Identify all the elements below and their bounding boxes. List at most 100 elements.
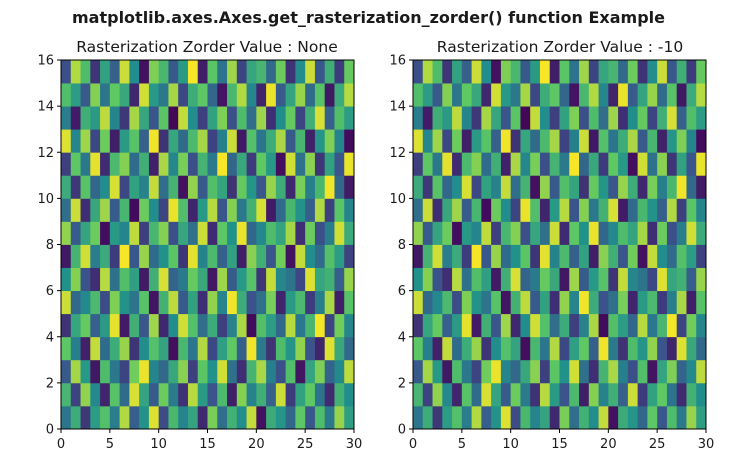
heatmap-cell bbox=[70, 60, 81, 84]
heatmap-cell bbox=[139, 244, 150, 268]
heatmap-cell bbox=[539, 290, 551, 315]
heatmap-cell bbox=[197, 336, 208, 361]
heatmap-cell bbox=[187, 336, 199, 361]
heatmap-cell bbox=[344, 198, 355, 222]
heatmap-cell bbox=[207, 290, 218, 315]
heatmap-cell bbox=[100, 175, 111, 199]
y-tick-label: 8 bbox=[398, 238, 406, 253]
heatmap-cell bbox=[413, 336, 424, 361]
heatmap-cell bbox=[500, 83, 512, 107]
heatmap-cell bbox=[187, 152, 199, 176]
heatmap-cell bbox=[178, 175, 189, 199]
heatmap-cell bbox=[422, 359, 433, 384]
heatmap-cell bbox=[637, 313, 648, 338]
heatmap-cell bbox=[432, 336, 443, 361]
heatmap-cell bbox=[344, 244, 355, 268]
heatmap-cell bbox=[70, 405, 81, 430]
heatmap-cell bbox=[314, 106, 326, 130]
heatmap-cell bbox=[413, 405, 424, 430]
heatmap-cell bbox=[471, 382, 482, 407]
heatmap-cell bbox=[696, 152, 707, 176]
heatmap-cell bbox=[696, 221, 707, 245]
heatmap-cell bbox=[344, 221, 355, 245]
heatmap-cell bbox=[178, 336, 189, 361]
heatmap-cell bbox=[314, 175, 326, 199]
heatmap-cell bbox=[275, 129, 287, 153]
heatmap-cell bbox=[481, 359, 492, 384]
heatmap-cell bbox=[80, 382, 91, 407]
heatmap-cell bbox=[90, 382, 101, 407]
heatmap-cell bbox=[275, 290, 287, 315]
heatmap-cell bbox=[197, 221, 208, 245]
heatmap-cell bbox=[471, 267, 482, 292]
heatmap-cell bbox=[334, 152, 345, 176]
heatmap-cell bbox=[530, 405, 541, 430]
heatmap-cell bbox=[236, 129, 247, 153]
y-tick-label: 12 bbox=[389, 146, 406, 161]
heatmap-cell bbox=[256, 106, 267, 130]
heatmap-cell bbox=[413, 198, 424, 222]
heatmap-cell bbox=[119, 382, 130, 407]
heatmap-cell bbox=[510, 60, 521, 84]
heatmap-cell bbox=[295, 152, 306, 176]
heatmap-cell bbox=[627, 152, 639, 176]
heatmap-cell bbox=[422, 175, 433, 199]
heatmap-cell bbox=[696, 405, 707, 430]
heatmap-cell bbox=[70, 83, 81, 107]
heatmap-cell bbox=[442, 382, 453, 407]
heatmap-cell bbox=[608, 244, 619, 268]
heatmap-cell bbox=[139, 359, 150, 384]
heatmap-cell bbox=[647, 106, 658, 130]
heatmap-cell bbox=[256, 83, 267, 107]
heatmap-cell bbox=[442, 290, 453, 315]
heatmap-cell bbox=[109, 152, 120, 176]
heatmap-cell bbox=[579, 198, 590, 222]
heatmap-cell bbox=[569, 221, 580, 245]
heatmap-cell bbox=[324, 129, 335, 153]
heatmap-cell bbox=[530, 267, 541, 292]
heatmap-cell bbox=[676, 175, 687, 199]
heatmap-cell bbox=[588, 60, 599, 84]
heatmap-cell bbox=[61, 175, 72, 199]
heatmap-cell bbox=[520, 290, 531, 315]
heatmap-cell bbox=[119, 267, 130, 292]
heatmap-cell bbox=[305, 244, 316, 268]
heatmap-cell bbox=[491, 336, 502, 361]
heatmap-cell bbox=[569, 60, 580, 84]
heatmap-cell bbox=[305, 359, 316, 384]
heatmap-cell bbox=[452, 313, 463, 338]
heatmap-cell bbox=[559, 244, 570, 268]
heatmap-cell bbox=[461, 175, 472, 199]
heatmap-cell bbox=[666, 198, 678, 222]
heatmap-cell bbox=[207, 106, 218, 130]
heatmap-cell bbox=[559, 221, 570, 245]
heatmap-cell bbox=[452, 359, 463, 384]
heatmap-cell bbox=[471, 290, 482, 315]
heatmap-cell bbox=[647, 244, 658, 268]
heatmap-cell bbox=[148, 267, 160, 292]
heatmap-cell bbox=[236, 382, 247, 407]
heatmap-cell bbox=[178, 129, 189, 153]
heatmap-cell bbox=[158, 244, 169, 268]
heatmap-cell bbox=[637, 60, 648, 84]
heatmap-cells-left bbox=[61, 60, 355, 430]
heatmap-cell bbox=[608, 175, 619, 199]
heatmap-cell bbox=[500, 290, 512, 315]
heatmap-cell bbox=[90, 221, 101, 245]
heatmap-cell bbox=[452, 336, 463, 361]
heatmap-cell bbox=[481, 313, 492, 338]
heatmap-cell bbox=[217, 60, 228, 84]
heatmap-cell bbox=[217, 313, 228, 338]
heatmap-cell bbox=[246, 359, 257, 384]
heatmap-cell bbox=[432, 175, 443, 199]
heatmap-cell bbox=[80, 267, 91, 292]
heatmap-cell bbox=[686, 175, 697, 199]
heatmap-cell bbox=[139, 382, 150, 407]
heatmap-cell bbox=[618, 267, 629, 292]
heatmap-cell bbox=[100, 60, 111, 84]
heatmap-cell bbox=[275, 83, 287, 107]
heatmap-cell bbox=[285, 83, 296, 107]
heatmap-cell bbox=[100, 221, 111, 245]
heatmap-cell bbox=[579, 129, 590, 153]
heatmap-cell bbox=[246, 83, 257, 107]
